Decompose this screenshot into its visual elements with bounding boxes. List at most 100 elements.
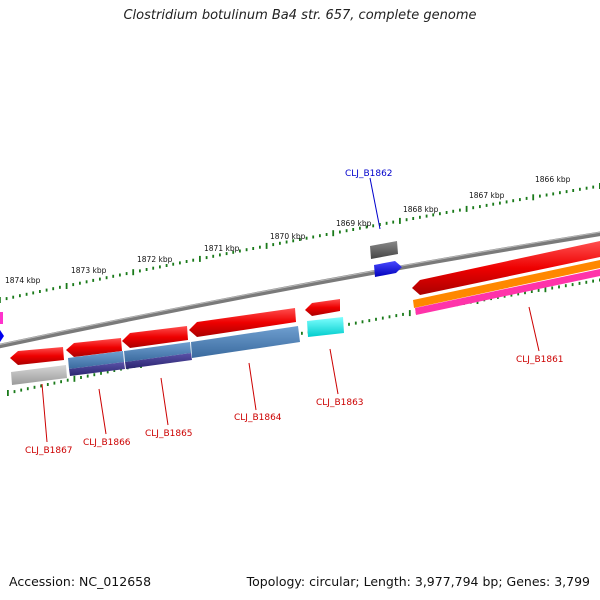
tick-label-1868: 1868 kbp (403, 205, 439, 214)
outer-minor-tick (352, 228, 355, 231)
gene-CLJ_B1867-red (10, 347, 64, 365)
outer-minor-tick (365, 225, 368, 229)
inner-minor-tick (80, 376, 82, 379)
outer-minor-tick (525, 196, 528, 200)
inner-major-tick (544, 286, 547, 293)
map-title: Clostridium botulinum Ba4 str. 657, comp… (123, 8, 477, 23)
inner-minor-tick (60, 380, 62, 384)
outer-major-tick (532, 194, 535, 201)
outer-minor-tick (165, 264, 168, 267)
inner-major-tick (73, 375, 76, 382)
genome-backbone-highlight (0, 231, 600, 345)
outer-minor-tick (312, 235, 315, 239)
inner-minor-tick (354, 321, 357, 325)
leader-CLJ_B1865 (160, 377, 169, 426)
feature-CLJ_B1863-cyan (307, 317, 344, 337)
outer-minor-tick (112, 274, 115, 278)
inner-minor-tick (530, 290, 533, 293)
inner-minor-tick (395, 314, 398, 318)
outer-minor-tick (392, 220, 395, 224)
gene-label-CLJ_B1863: CLJ_B1863 (316, 398, 364, 408)
outer-minor-tick (252, 247, 255, 250)
inner-minor-tick (20, 388, 23, 392)
outer-minor-tick (405, 218, 408, 222)
inner-minor-tick (578, 281, 581, 285)
outer-minor-tick (39, 290, 41, 293)
outer-minor-tick (92, 278, 95, 282)
leader-CLJ_B1866 (98, 388, 107, 435)
outer-minor-tick (512, 199, 515, 203)
outer-minor-tick (519, 198, 521, 202)
inner-minor-tick (388, 315, 391, 319)
tick-label-1870: 1870 kbp (270, 232, 306, 241)
feature-CLJ_B1867-gray (11, 365, 67, 385)
outer-major-tick (199, 255, 201, 262)
outer-minor-tick (232, 250, 235, 254)
inner-minor-tick (40, 384, 42, 388)
outer-minor-tick (379, 223, 381, 226)
inner-minor-tick (113, 369, 116, 372)
gene-CLJ_B1865-red (122, 326, 188, 348)
outer-minor-tick (259, 245, 261, 249)
outer-minor-tick (545, 193, 548, 197)
outer-minor-tick (492, 202, 495, 206)
outer-minor-tick (139, 269, 141, 273)
tick-label-1872: 1872 kbp (137, 255, 173, 264)
outer-minor-tick (359, 226, 361, 230)
inner-minor-tick (558, 285, 560, 289)
outer-minor-tick (412, 217, 415, 220)
feature-CLJ_B1865-steel (124, 342, 191, 362)
outer-major-tick (132, 269, 135, 276)
leader-CLJ_B1863 (329, 348, 339, 395)
tick-label-1869: 1869 kbp (336, 219, 372, 228)
gene-feature-edge-magenta (0, 312, 3, 324)
outer-minor-tick (319, 234, 321, 238)
outer-minor-tick (592, 185, 595, 189)
outer-minor-tick (505, 200, 508, 204)
outer-minor-tick (225, 252, 228, 256)
outer-minor-tick (499, 201, 501, 205)
inner-minor-tick (585, 280, 588, 284)
outer-minor-tick (452, 209, 455, 213)
outer-minor-tick (419, 215, 421, 219)
outer-minor-tick (572, 189, 575, 192)
outer-minor-tick (32, 291, 35, 295)
inner-minor-tick (26, 387, 29, 391)
inner-minor-tick (381, 316, 384, 320)
feature-CLJ_B1865-navy (125, 353, 192, 369)
gene-label-CLJ_B1867: CLJ_B1867 (25, 446, 73, 456)
outer-minor-tick (272, 243, 275, 247)
inner-minor-tick (510, 293, 513, 297)
gene-CLJ_B1862-blue (374, 261, 402, 277)
outer-minor-tick (85, 280, 88, 284)
outer-minor-tick (299, 238, 301, 241)
inner-minor-tick (524, 291, 526, 295)
accession-text: Accession: NC_012658 (9, 574, 152, 589)
outer-minor-tick (179, 261, 181, 265)
tick-label-1874: 1874 kbp (5, 276, 41, 285)
outer-minor-tick (192, 258, 195, 262)
inner-major-tick (7, 390, 9, 396)
outer-minor-tick (19, 294, 21, 298)
outer-tick-ruler (0, 183, 600, 303)
outer-minor-tick (485, 203, 488, 207)
inner-minor-tick (86, 374, 89, 378)
leader-CLJ_B1867 (41, 383, 48, 443)
feature-CLJ_B1864-steel (191, 326, 300, 358)
outer-minor-tick (12, 295, 15, 299)
inner-minor-tick (517, 292, 520, 296)
inner-minor-tick (368, 319, 371, 323)
inner-minor-tick (66, 378, 69, 382)
genome-info-text: Topology: circular; Length: 3,977,794 bp… (246, 574, 590, 589)
gene-CLJ_B1863-red (305, 299, 340, 316)
outer-minor-tick (5, 297, 8, 301)
inner-minor-tick (348, 322, 350, 326)
outer-minor-tick (585, 186, 588, 190)
gene-CLJ_B1861-red (412, 241, 600, 295)
outer-minor-tick (219, 253, 221, 257)
outer-minor-tick (552, 192, 555, 196)
gene-label-CLJ_B1864: CLJ_B1864 (234, 413, 282, 423)
outer-minor-tick (72, 283, 75, 287)
feature-CLJ_B1861-pink (415, 269, 600, 315)
